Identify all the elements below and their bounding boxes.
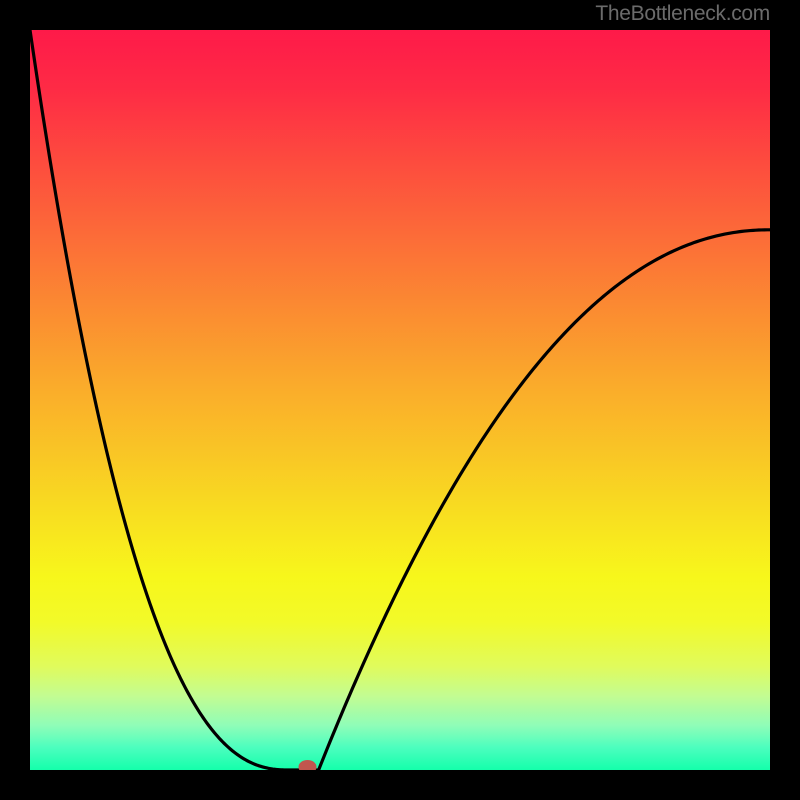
chart-container: TheBottleneck.com	[0, 0, 800, 800]
watermark-text: TheBottleneck.com	[595, 2, 770, 26]
chart-svg	[0, 0, 800, 800]
plot-background	[30, 30, 770, 770]
